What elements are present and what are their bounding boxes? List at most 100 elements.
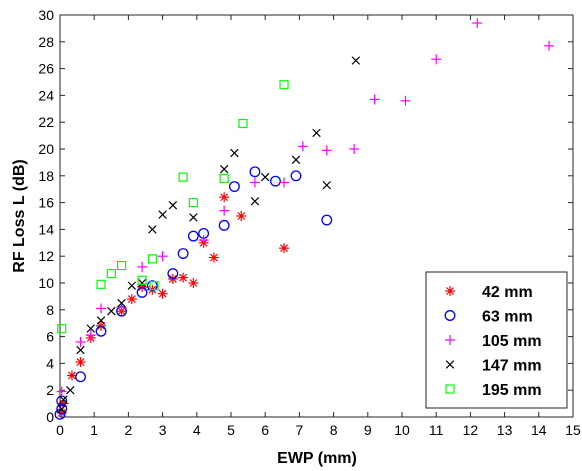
- data-point: [167, 268, 179, 280]
- data-point: [136, 286, 148, 298]
- legend-label: 147 mm: [482, 358, 542, 375]
- legend-marker: [444, 310, 456, 321]
- legend-item: 42 mm: [445, 284, 533, 301]
- y-tick-label: 2: [46, 382, 54, 398]
- x-tick-label: 1: [90, 422, 98, 438]
- data-point: [147, 254, 157, 264]
- data-point: [472, 18, 483, 29]
- legend-label: 105 mm: [482, 333, 542, 350]
- x-tick-label: 7: [296, 422, 304, 438]
- data-point: [56, 386, 67, 397]
- y-tick-label: 8: [46, 302, 54, 318]
- legend-marker: [445, 360, 455, 369]
- plot-area: [59, 14, 574, 418]
- data-point: [544, 40, 555, 51]
- data-point: [107, 306, 116, 316]
- data-point: [127, 281, 137, 290]
- data-point: [321, 145, 332, 156]
- x-tick-label: 15: [565, 422, 581, 438]
- data-point: [187, 230, 199, 242]
- data-point: [137, 261, 148, 272]
- data-point: [270, 175, 281, 187]
- data-point: [279, 243, 290, 254]
- y-tick-label: 24: [38, 87, 54, 103]
- x-tick-label: 0: [56, 422, 64, 438]
- data-point: [349, 144, 360, 154]
- data-point: [57, 404, 66, 414]
- data-point: [219, 173, 229, 184]
- data-point: [116, 260, 127, 271]
- x-tick-label: 9: [364, 422, 372, 438]
- data-point: [146, 280, 158, 292]
- data-point: [148, 225, 157, 234]
- legend-item: 105 mm: [445, 333, 542, 350]
- y-tick-label: 18: [38, 168, 54, 184]
- legend-label: 42 mm: [482, 284, 533, 301]
- x-tick-label: 2: [125, 422, 133, 438]
- legend-label: 63 mm: [482, 309, 533, 326]
- data-point: [260, 172, 270, 182]
- data-point: [66, 385, 75, 395]
- data-point: [178, 272, 189, 283]
- y-tick-label: 10: [38, 275, 54, 291]
- data-point: [168, 201, 178, 210]
- series-x: [57, 56, 361, 414]
- data-point: [249, 177, 260, 188]
- x-tick-label: 13: [497, 422, 513, 438]
- data-point: [96, 316, 106, 325]
- data-point: [57, 323, 67, 334]
- data-point: [228, 181, 240, 192]
- data-point: [189, 213, 198, 222]
- data-point: [137, 278, 147, 288]
- y-tick-label: 30: [38, 7, 54, 23]
- x-tick-label: 4: [193, 422, 201, 438]
- data-point: [297, 141, 308, 152]
- data-point: [96, 279, 106, 289]
- y-tick-label: 6: [46, 329, 54, 345]
- data-point: [322, 180, 331, 190]
- y-tick-label: 20: [38, 141, 54, 157]
- data-point: [279, 80, 289, 90]
- x-axis-label: EWP (mm): [277, 450, 357, 467]
- legend-marker: [445, 286, 455, 296]
- series-square: [57, 80, 289, 334]
- data-point: [76, 345, 85, 355]
- data-point: [291, 155, 301, 164]
- legend-item: 195 mm: [445, 382, 542, 399]
- data-point: [312, 128, 321, 138]
- data-point: [158, 210, 167, 219]
- data-point: [178, 172, 188, 182]
- data-point: [117, 298, 126, 308]
- data-point: [208, 252, 219, 263]
- series-circle: [54, 166, 333, 420]
- y-tick-label: 12: [38, 248, 54, 264]
- data-point: [157, 251, 168, 262]
- data-point: [321, 214, 333, 226]
- data-point: [238, 118, 248, 129]
- data-point: [230, 148, 239, 158]
- data-point: [249, 166, 261, 178]
- data-point: [137, 275, 147, 285]
- x-tick-label: 14: [531, 422, 547, 438]
- data-point: [279, 177, 290, 188]
- legend-label: 195 mm: [482, 382, 542, 399]
- data-point: [218, 219, 230, 231]
- x-axis-ticks: 0 1 2 3 4 5 6 7 8 9 10 11 12 13 14 15: [56, 15, 581, 438]
- x-tick-label: 6: [261, 422, 269, 438]
- data-point: [236, 211, 247, 221]
- y-tick-label: 22: [38, 114, 54, 130]
- data-point: [188, 198, 198, 208]
- data-point: [85, 330, 96, 341]
- x-tick-label: 12: [463, 422, 479, 438]
- data-point: [369, 94, 380, 105]
- data-point: [59, 395, 68, 404]
- data-point: [96, 303, 107, 314]
- data-point: [56, 403, 68, 415]
- data-point: [157, 288, 168, 299]
- series-plus: [56, 18, 555, 397]
- y-tick-label: 16: [38, 195, 54, 211]
- data-point: [86, 324, 96, 333]
- data-point: [149, 281, 159, 291]
- y-tick-label: 28: [38, 34, 54, 50]
- data-point: [106, 269, 116, 279]
